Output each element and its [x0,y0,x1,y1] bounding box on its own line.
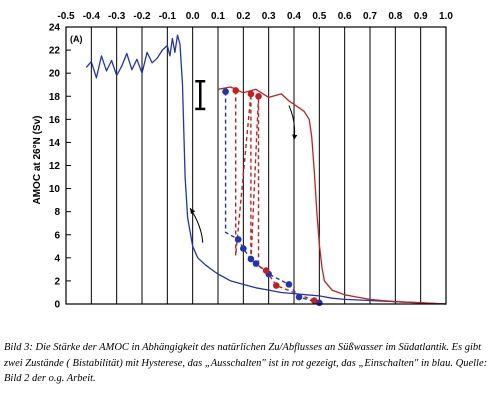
x-tick-label: 0.2 [236,11,250,22]
x-tick-label: 0.1 [211,11,225,22]
y-tick-label: 6 [54,230,60,241]
amoc-hysteresis-chart: -0.5 -0.4 -0.3 -0.2 -0.1 0.0 0.1 0.2 0.3 0.4 0.5 0.… [32,11,453,311]
x-tick-label: 0.6 [338,11,352,22]
y-axis-label: AMOC at 26°N (Sv) [32,115,43,204]
blue-marker [222,88,229,95]
red-arrow-head [292,134,298,141]
x-tick-label: 0.0 [186,11,200,22]
x-tick-label: -0.4 [83,11,101,22]
blue-dashed-line [224,91,320,304]
y-tick-label: 14 [49,138,61,149]
y-tick-label: 10 [49,184,61,195]
blue-marker [247,255,255,263]
figure-caption: Bild 3: Die Stärke der AMOC in Abhängigk… [4,342,488,384]
red-series-line [217,86,447,305]
x-tick-label: 0.7 [363,11,377,22]
red-marker [247,90,255,98]
blue-arrow-head [190,208,196,215]
x-tick-label: 0.8 [388,11,402,22]
y-tick-label: 2 [54,276,60,287]
x-tick-label: -0.5 [57,11,75,22]
red-marker [232,87,240,94]
x-tick-label: 0.4 [287,11,301,22]
y-tick-label: 12 [49,161,61,172]
blue-marker [295,293,303,301]
x-tick-label: 0.5 [312,11,326,22]
y-tick-label: 24 [49,23,61,34]
blue-marker [252,260,260,267]
blue-marker [240,245,247,252]
red-marker [272,282,280,289]
blue-marker [234,236,242,243]
x-tick-labels: -0.5 -0.4 -0.3 -0.2 -0.1 0.0 0.1 0.2 0.3 0.4 0.5 0.… [57,11,453,22]
panel-label: (A) [70,34,83,44]
blue-marker [285,281,293,288]
red-dashed-line [234,90,315,302]
series-lines [85,34,447,305]
y-tick-label: 18 [49,92,61,103]
series-markers [222,87,323,307]
vertical-gridlines [65,27,447,304]
red-marker [310,297,318,304]
direction-arrows [189,105,298,243]
red-marker [255,92,262,100]
x-tick-label: 0.3 [262,11,276,22]
x-tick-label: -0.1 [159,11,177,22]
y-tick-label: 8 [54,207,60,218]
y-tick-label: 0 [54,300,60,311]
x-tick-label: -0.2 [133,11,151,22]
y-tick-label: 22 [49,46,61,57]
blue-series-line [85,34,447,305]
y-tick-label: 16 [49,115,61,126]
error-bar [195,79,206,111]
red-marker [262,267,270,274]
y-tick-label: 20 [49,69,61,80]
x-tick-label: -0.3 [108,11,126,22]
dashed-connectors [224,90,320,304]
y-tick-label: 4 [54,253,60,264]
x-tick-label: 1.0 [439,11,453,22]
x-tick-label: 0.9 [414,11,428,22]
plot-frame [65,26,447,305]
